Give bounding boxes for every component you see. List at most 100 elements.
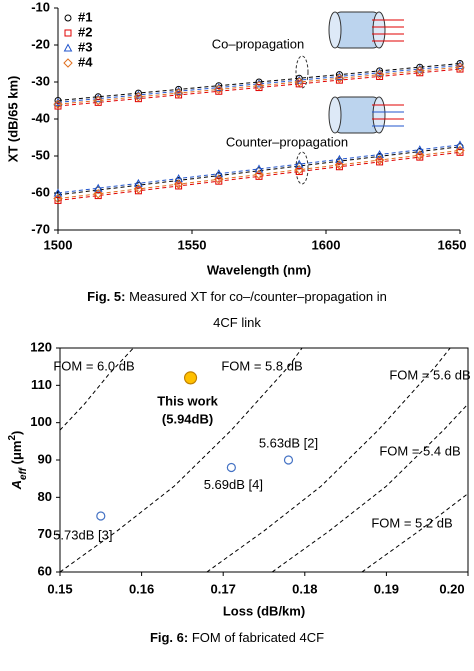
marker [294, 159, 304, 168]
marker [53, 193, 63, 204]
marker [214, 169, 224, 178]
fom-curve [271, 403, 468, 572]
marker [214, 174, 224, 185]
marker [334, 160, 345, 170]
trend-line [57, 149, 461, 200]
marker [254, 169, 264, 180]
marker [93, 183, 103, 192]
marker [374, 155, 385, 165]
legend-label: #1 [78, 9, 92, 24]
x-tick-label: 0.19 [374, 581, 399, 596]
x-tick-label: 0.16 [129, 581, 154, 596]
marker [334, 73, 345, 84]
point-label: This work [157, 393, 218, 408]
y-tick-label: 70 [38, 526, 52, 541]
fiber-icon-counter [328, 96, 404, 134]
y-tick-label: -20 [31, 36, 50, 51]
series: #2 [54, 24, 464, 204]
point [226, 462, 236, 473]
caption-label: Fig. 5: [87, 289, 125, 304]
point [96, 511, 106, 521]
fom-curve [60, 348, 134, 431]
x-axis-title: Wavelength (nm) [207, 262, 311, 277]
point-label: 5.63dB [2] [259, 435, 318, 450]
marker [416, 69, 424, 77]
trend-line [57, 66, 461, 105]
y-tick-label: -30 [31, 73, 50, 88]
y-tick-label: -70 [31, 221, 50, 236]
trend-line [57, 151, 461, 201]
marker [175, 182, 183, 190]
marker [294, 77, 304, 87]
y-tick-label: 110 [31, 377, 52, 392]
marker [64, 29, 72, 37]
y-tick-label: 80 [38, 489, 52, 504]
marker [416, 153, 424, 161]
y-axis-title-part: A [9, 480, 24, 490]
y-axis-title-part: eff [18, 466, 29, 480]
y-tick-label: 100 [30, 414, 52, 429]
marker [175, 91, 183, 99]
y-axis-title-part: (μm [9, 441, 24, 468]
y-axis-title-part: ) [9, 431, 24, 435]
point-label: (5.94dB) [162, 411, 213, 426]
y-tick-label: 60 [38, 563, 52, 578]
marker [456, 65, 464, 73]
curve-label: FOM = 5.6 dB [389, 367, 470, 382]
marker [94, 192, 102, 200]
marker [255, 172, 263, 180]
marker [53, 99, 63, 109]
x-tick-label: 0.15 [47, 581, 72, 596]
caption-text: 4CF link [213, 315, 261, 330]
fom-curve [60, 348, 303, 572]
annotation: Co–propagation [212, 36, 305, 51]
y-tick-label: -50 [31, 147, 50, 162]
x-tick-label: 1650 [438, 237, 467, 252]
legend-label: #4 [78, 54, 93, 69]
marker [53, 188, 63, 197]
marker [174, 174, 183, 183]
caption-text: FOM of fabricated 4CF [192, 630, 324, 645]
marker [376, 72, 384, 80]
fiber-icon-co [328, 11, 404, 49]
marker [375, 149, 384, 159]
marker [93, 189, 103, 199]
marker [54, 196, 62, 204]
marker [134, 187, 142, 195]
point-label: 5.73dB [3] [53, 527, 112, 542]
x-tick-label: 1550 [178, 237, 207, 252]
trend-line [57, 63, 461, 101]
y-axis-title: Aeff (μm2) [7, 431, 29, 491]
point-label: 5.69dB [4] [204, 477, 263, 492]
axes: 1500 1550 1600 1650 -70 -60 -50 -40 -30 -20 -10 Wav… [31, 0, 466, 330]
marker [173, 179, 184, 189]
marker [93, 95, 103, 106]
marker [295, 80, 303, 88]
curve-label: FOM = 6.0 dB [53, 358, 134, 373]
marker [133, 184, 144, 194]
x-tick-label: 0.17 [211, 581, 236, 596]
point [183, 371, 198, 385]
series: #3 [53, 39, 465, 197]
marker [254, 80, 264, 91]
highlight-ellipse [295, 151, 309, 185]
marker [63, 43, 73, 52]
marker [64, 14, 72, 22]
y-tick-label: 90 [38, 451, 52, 466]
marker [133, 92, 144, 102]
annotation: Counter–propagation [226, 134, 348, 149]
marker [415, 150, 425, 160]
marker [455, 140, 465, 149]
curve-label: FOM = 5.8 dB [221, 358, 302, 373]
marker [94, 98, 102, 106]
marker [63, 58, 73, 68]
marker [134, 178, 143, 187]
marker [335, 154, 344, 163]
fom-curve [361, 493, 468, 572]
trend-line [57, 146, 461, 196]
marker [215, 87, 223, 95]
x-tick-label: 0.18 [292, 581, 317, 596]
caption: 4CF link [213, 315, 261, 330]
marker [415, 145, 425, 154]
